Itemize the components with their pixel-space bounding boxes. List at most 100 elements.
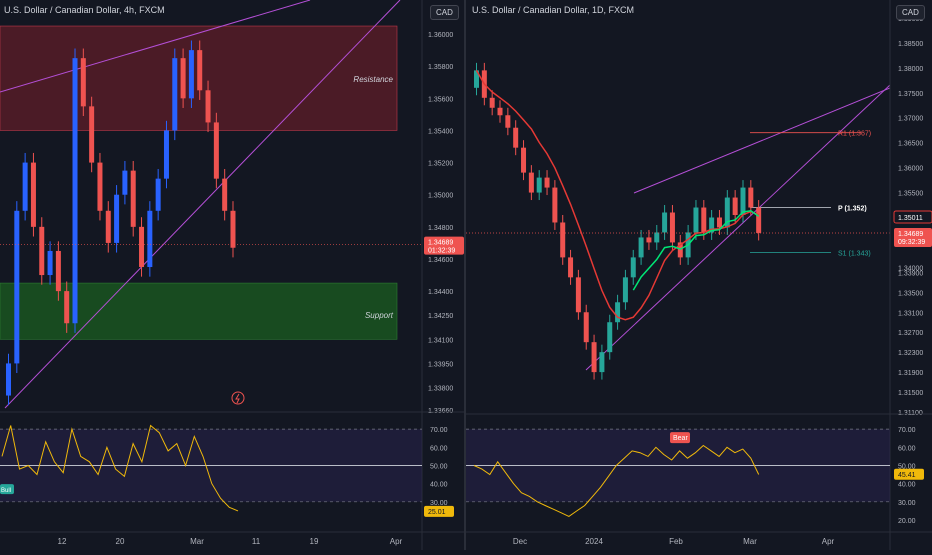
candle-body bbox=[583, 312, 589, 343]
candle-body bbox=[638, 237, 644, 258]
candle-body bbox=[669, 212, 675, 243]
rsi-tick-label: 60.00 bbox=[898, 445, 916, 452]
price-tick-label: 1.34400 bbox=[428, 289, 453, 296]
candle-body bbox=[568, 257, 574, 278]
price-tick-label: 1.35800 bbox=[428, 64, 453, 71]
chart-pane-4h[interactable]: Resistance Support 1.36000 1.35800 1.35600 1.… bbox=[0, 0, 464, 550]
candle-body bbox=[172, 58, 178, 131]
chart-pane-1d[interactable]: R1 (1.367)P (1.352)S1 (1.343)1.390001.38… bbox=[466, 0, 932, 550]
chart-1d-canvas[interactable]: R1 (1.367)P (1.352)S1 (1.343)1.390001.38… bbox=[466, 0, 932, 550]
candle-body bbox=[197, 50, 203, 91]
rsi-tick-label: 50.00 bbox=[898, 463, 916, 470]
candle-body bbox=[740, 187, 746, 215]
chart-1d-title: U.S. Dollar / Canadian Dollar, 1D, FXCM bbox=[472, 5, 635, 15]
candle-body bbox=[114, 194, 120, 243]
candle-body bbox=[489, 97, 495, 108]
lower-trendline bbox=[4, 0, 401, 409]
candle-body bbox=[575, 277, 581, 313]
candle-body bbox=[552, 187, 558, 223]
candle-body bbox=[716, 217, 722, 228]
candle-body bbox=[89, 106, 95, 163]
countdown: 01:32:39 bbox=[428, 248, 455, 255]
sma-value-tag bbox=[893, 210, 932, 224]
rsi-tick-label: 40.00 bbox=[898, 482, 916, 489]
currency-badge[interactable]: CAD bbox=[430, 5, 459, 20]
time-tick-label: 20 bbox=[116, 537, 125, 546]
upper-trendline bbox=[0, 0, 311, 93]
candle-body bbox=[230, 210, 236, 248]
rsi-line bbox=[1, 424, 239, 512]
rsi-tick-label: 30.00 bbox=[430, 500, 448, 507]
rsi-bull-tag bbox=[0, 484, 14, 495]
wedge-upper-trendline bbox=[633, 87, 891, 194]
lightning-icon bbox=[231, 391, 245, 405]
price-tick-label: 1.34250 bbox=[428, 313, 453, 320]
support-zone bbox=[0, 282, 398, 340]
candle-body bbox=[55, 250, 61, 292]
candle-body bbox=[497, 107, 503, 116]
candle-body bbox=[505, 115, 511, 128]
rsi-value: 45.41 bbox=[898, 472, 916, 479]
countdown: 09:32:39 bbox=[898, 239, 925, 246]
candle-body bbox=[630, 257, 636, 278]
candle-body bbox=[748, 187, 754, 208]
candle-body bbox=[97, 162, 103, 211]
price-tick-label: 1.32700 bbox=[898, 330, 923, 337]
candle-body bbox=[39, 226, 45, 276]
rsi-value: 25.01 bbox=[428, 509, 446, 516]
candle-body bbox=[599, 352, 605, 373]
price-tick-label: 1.35400 bbox=[428, 128, 453, 135]
rsi-bull-label: Bull bbox=[1, 488, 11, 494]
rsi-tick-label: 30.00 bbox=[898, 500, 916, 507]
price-tick-label: 1.35500 bbox=[898, 191, 923, 198]
last-price-tag bbox=[424, 236, 464, 255]
time-tick-label: 11 bbox=[252, 537, 261, 546]
price-tick-label: 1.36500 bbox=[898, 141, 923, 148]
price-tick-label: 1.33950 bbox=[428, 361, 453, 368]
price-tick-label: 1.33100 bbox=[898, 310, 923, 317]
candle-body bbox=[64, 291, 70, 324]
support-label: Support bbox=[365, 311, 394, 320]
candle-body bbox=[709, 217, 715, 233]
price-tick-label: 1.35200 bbox=[428, 161, 453, 168]
last-price-tag bbox=[894, 228, 932, 248]
pivot-r1-label: R1 (1.367) bbox=[838, 131, 871, 138]
price-tick-label: 1.31900 bbox=[898, 370, 923, 377]
currency-badge[interactable]: CAD bbox=[896, 5, 925, 20]
rsi-tick-label: 40.00 bbox=[430, 482, 448, 489]
price-tick-label: 1.34600 bbox=[428, 257, 453, 264]
candle-body bbox=[756, 207, 762, 233]
rsi-value-tag bbox=[894, 468, 924, 480]
candle-body bbox=[72, 58, 78, 324]
candle-body bbox=[213, 122, 219, 179]
candle-body bbox=[521, 147, 527, 173]
candle-body bbox=[122, 170, 128, 195]
time-tick-label: Apr bbox=[390, 537, 403, 546]
pane-divider[interactable] bbox=[464, 0, 466, 550]
rsi-tick-label: 20.00 bbox=[898, 518, 916, 525]
candle-body bbox=[646, 237, 652, 243]
candle-body bbox=[607, 322, 613, 353]
rsi-tick-label: 60.00 bbox=[430, 445, 448, 452]
price-tick-label: 1.37500 bbox=[898, 91, 923, 98]
candle-body bbox=[662, 212, 668, 233]
time-tick-label: Dec bbox=[513, 537, 527, 546]
candle-body bbox=[6, 363, 11, 396]
candle-body bbox=[22, 162, 28, 211]
rsi-bear-tag bbox=[670, 432, 690, 444]
candle-body bbox=[615, 302, 621, 323]
price-tick-label: 1.38500 bbox=[898, 41, 923, 48]
price-tick-label: 1.33500 bbox=[898, 290, 923, 297]
pivot-p-label: P (1.352) bbox=[838, 206, 867, 213]
candle-body bbox=[47, 250, 53, 276]
candle-body bbox=[14, 210, 20, 364]
candle-body bbox=[188, 50, 194, 99]
last-price-value: 1.34689 bbox=[428, 240, 453, 247]
time-tick-label: Mar bbox=[190, 537, 204, 546]
time-tick-label: 19 bbox=[310, 537, 319, 546]
candle-body bbox=[654, 232, 660, 243]
lightning-bolt bbox=[235, 393, 240, 404]
rsi-value-tag bbox=[424, 505, 454, 517]
last-price-value: 1.34689 bbox=[898, 231, 923, 238]
chart-4h-canvas[interactable]: Resistance Support 1.36000 1.35800 1.35600 1.… bbox=[0, 0, 464, 550]
